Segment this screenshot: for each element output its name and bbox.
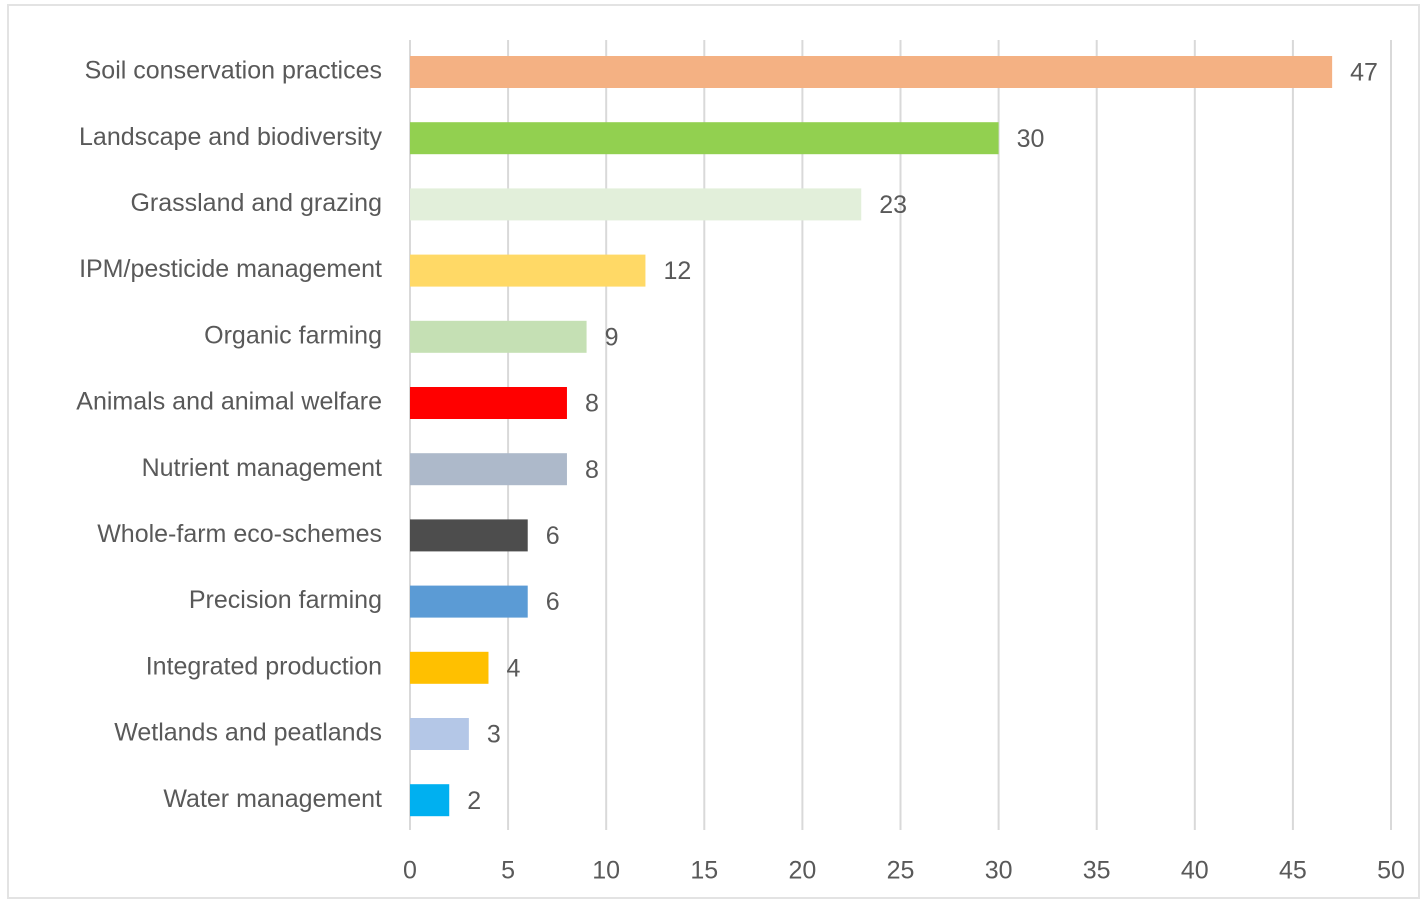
x-tick-label: 10	[592, 857, 620, 885]
bar	[410, 254, 646, 287]
x-tick-label: 50	[1377, 857, 1405, 885]
bar	[410, 718, 469, 750]
value-label: 8	[585, 456, 599, 484]
x-tick-label: 20	[788, 857, 816, 885]
y-tick-label: Wetlands and peatlands	[114, 719, 382, 747]
bar	[410, 585, 528, 618]
value-label: 47	[1350, 59, 1378, 87]
x-tick-label: 25	[887, 857, 915, 885]
bar	[410, 519, 528, 552]
y-tick-label: Whole-farm eco-schemes	[97, 520, 382, 548]
y-tick-label: IPM/pesticide management	[79, 255, 382, 283]
value-label: 23	[879, 191, 907, 219]
value-label: 3	[487, 721, 501, 749]
bar	[410, 56, 1333, 88]
value-label: 6	[546, 588, 560, 616]
y-tick-label: Water management	[163, 785, 382, 813]
bar	[410, 188, 862, 221]
y-tick-label: Soil conservation practices	[85, 57, 382, 85]
bar	[410, 453, 567, 486]
y-tick-label: Grassland and grazing	[130, 189, 382, 217]
bar	[410, 387, 567, 419]
x-tick-label: 40	[1181, 857, 1209, 885]
y-tick-label: Integrated production	[146, 652, 382, 680]
bar	[410, 784, 450, 817]
x-tick-label: 45	[1279, 857, 1307, 885]
x-tick-label: 15	[690, 857, 718, 885]
bar	[410, 320, 587, 353]
y-tick-label: Organic farming	[204, 321, 382, 349]
value-label: 2	[467, 787, 481, 815]
y-tick-label: Animals and animal welfare	[76, 388, 382, 416]
value-label: 9	[605, 323, 619, 351]
y-tick-label: Landscape and biodiversity	[79, 123, 382, 151]
value-label: 6	[546, 522, 560, 550]
value-label: 12	[663, 257, 691, 285]
x-tick-label: 30	[985, 857, 1013, 885]
value-label: 4	[506, 654, 520, 682]
x-tick-label: 35	[1083, 857, 1111, 885]
value-label: 30	[1017, 125, 1045, 153]
x-tick-label: 5	[501, 857, 515, 885]
y-tick-label: Precision farming	[189, 586, 382, 614]
bar	[410, 651, 489, 684]
value-label: 8	[585, 390, 599, 418]
x-tick-label: 0	[403, 857, 417, 885]
bar	[410, 122, 999, 155]
y-tick-label: Nutrient management	[142, 454, 382, 482]
